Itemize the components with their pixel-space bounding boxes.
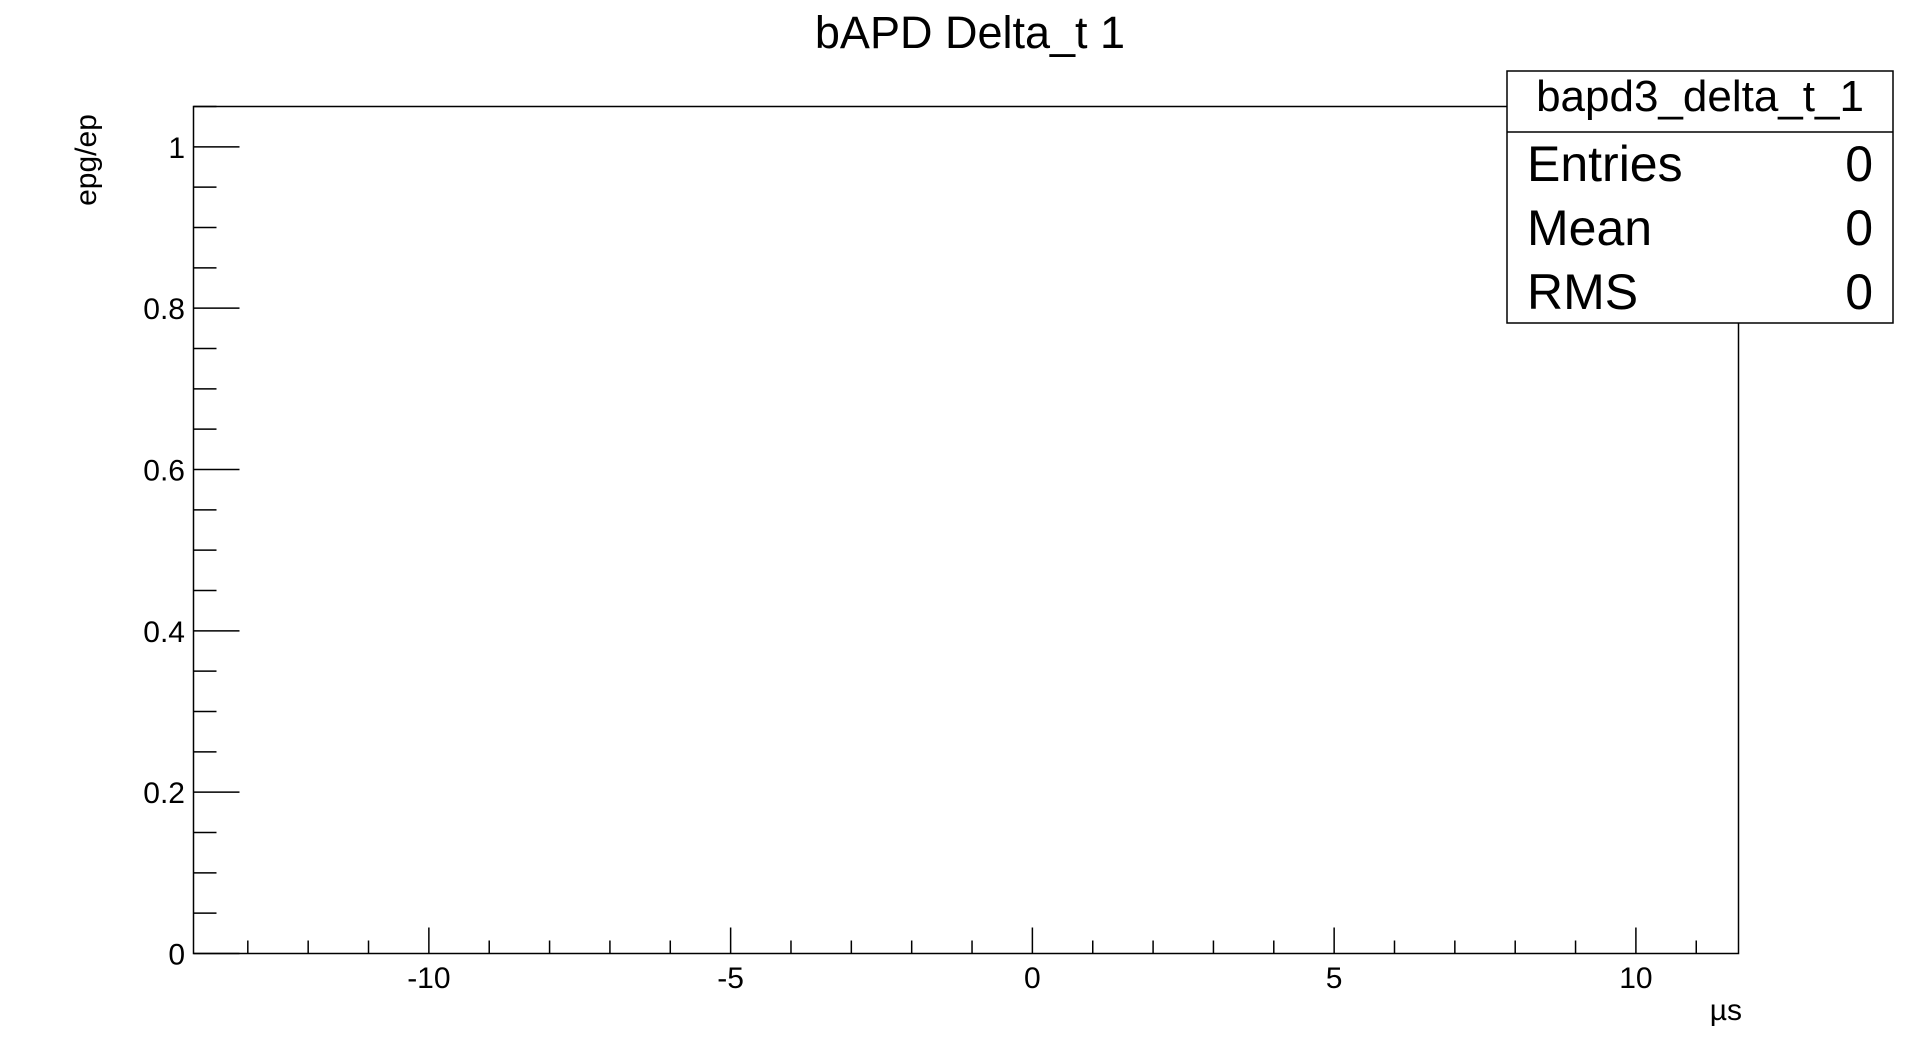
y-tick-label: 0.2 xyxy=(143,777,185,810)
y-axis-label: epg/ep xyxy=(70,114,103,206)
x-axis-label: µs xyxy=(1710,994,1742,1027)
x-tick-label: 0 xyxy=(1024,962,1041,995)
x-tick-label: -5 xyxy=(717,962,744,995)
y-tick-label: 1 xyxy=(168,132,185,165)
stats-entries-value: 0 xyxy=(1845,136,1873,192)
x-axis-ticks xyxy=(247,927,1698,954)
x-tick-label: -10 xyxy=(407,962,450,995)
plot-frame xyxy=(192,105,1740,955)
stats-rms-label: RMS xyxy=(1527,264,1638,320)
y-axis-tick-labels: 0 0.2 0.4 0.6 0.8 1 xyxy=(143,132,185,972)
y-tick-label: 0.4 xyxy=(143,616,185,649)
x-tick-label: 5 xyxy=(1326,962,1343,995)
stats-box-frame xyxy=(1506,70,1894,324)
y-axis-ticks xyxy=(193,105,240,955)
y-tick-label: 0.8 xyxy=(143,293,185,326)
stats-box-name: bapd3_delta_t_1 xyxy=(1536,72,1864,121)
x-axis-tick-labels: -10 -5 0 5 10 xyxy=(407,962,1652,995)
stats-entries-label: Entries xyxy=(1527,136,1683,192)
x-tick-label: 10 xyxy=(1619,962,1652,995)
chart-title: bAPD Delta_t 1 xyxy=(815,7,1125,58)
stats-mean-label: Mean xyxy=(1527,200,1652,256)
stats-mean-value: 0 xyxy=(1845,200,1873,256)
stats-rms-value: 0 xyxy=(1845,264,1873,320)
y-tick-label: 0 xyxy=(168,939,185,972)
stats-box: bapd3_delta_t_1 Entries 0 Mean 0 RMS 0 xyxy=(1506,70,1894,324)
y-tick-label: 0.6 xyxy=(143,455,185,488)
